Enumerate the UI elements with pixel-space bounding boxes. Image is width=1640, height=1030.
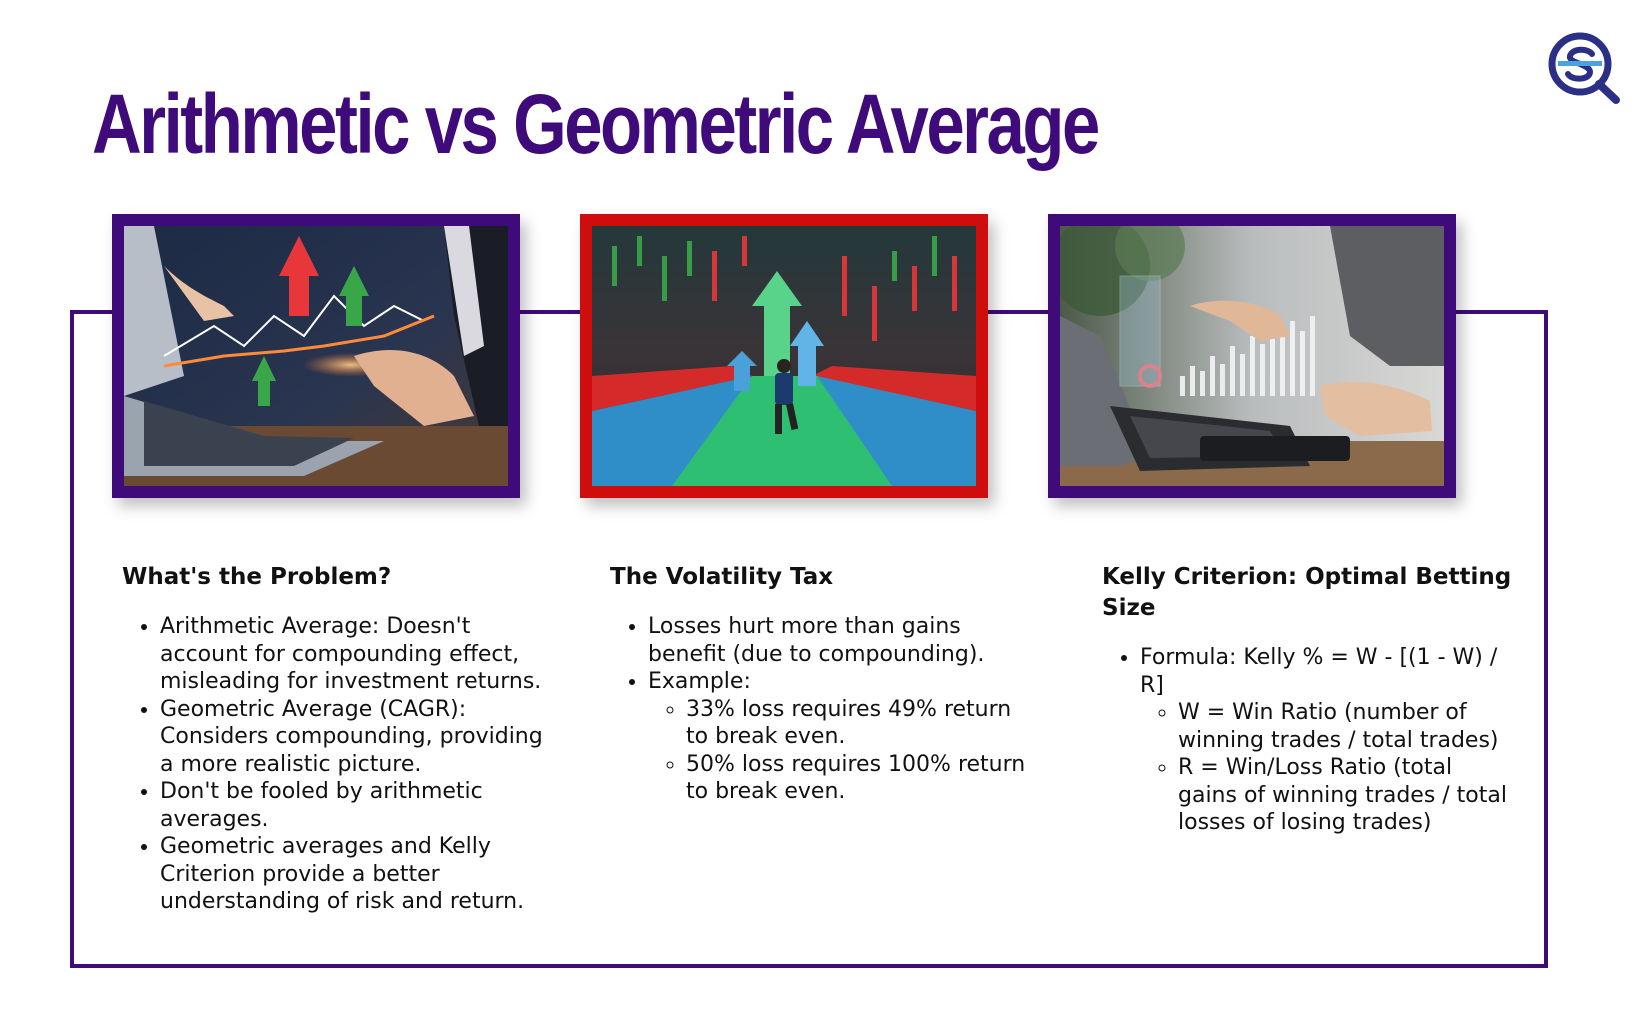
sq-magnifier-logo-icon xyxy=(1548,32,1620,104)
column-volatility-tax: The Volatility Tax Losses hurt more than… xyxy=(610,562,1030,806)
list-item: Geometric averages and Kelly Criterion p… xyxy=(160,833,552,916)
list-item-label: Example: xyxy=(648,669,751,694)
column-kelly-criterion: Kelly Criterion: Optimal Betting Size Fo… xyxy=(1102,562,1512,837)
column-heading: The Volatility Tax xyxy=(610,564,834,590)
column-heading: Kelly Criterion: Optimal Betting Size xyxy=(1102,564,1512,621)
column-problem: What's the Problem? Arithmetic Average: … xyxy=(122,562,552,916)
list-item: Don't be fooled by arithmetic averages. xyxy=(160,778,552,833)
bullet-list: Losses hurt more than gains benefit (due… xyxy=(610,613,1030,806)
sub-list-item: R = Win/Loss Ratio (total gains of winni… xyxy=(1178,754,1512,837)
runner-arrows-market-photo xyxy=(580,214,988,498)
bullet-list: Formula: Kelly % = W - [(1 - W) / R] W =… xyxy=(1102,644,1512,837)
sub-list-item: 33% loss requires 49% return to break ev… xyxy=(686,696,1030,751)
hand-pointing-hologram-chart-photo xyxy=(1048,214,1456,498)
list-item: Losses hurt more than gains benefit (due… xyxy=(648,613,1030,668)
list-item: Formula: Kelly % = W - [(1 - W) / R] W =… xyxy=(1140,644,1512,837)
sub-bullet-list: 33% loss requires 49% return to break ev… xyxy=(648,696,1030,806)
list-item: Geometric Average (CAGR): Considers comp… xyxy=(160,696,552,779)
list-item: Arithmetic Average: Doesn't account for … xyxy=(160,613,552,696)
column-heading: What's the Problem? xyxy=(122,564,392,590)
sub-list-item: W = Win Ratio (number of winning trades … xyxy=(1178,699,1512,754)
list-item-label: Formula: Kelly % = W - [(1 - W) / R] xyxy=(1140,645,1498,698)
list-item: Example: 33% loss requires 49% return to… xyxy=(648,668,1030,806)
sub-list-item: 50% loss requires 100% return to break e… xyxy=(686,751,1030,806)
sub-bullet-list: W = Win Ratio (number of winning trades … xyxy=(1140,699,1512,837)
page-title: Arithmetic vs Geometric Average xyxy=(92,77,1100,171)
bullet-list: Arithmetic Average: Doesn't account for … xyxy=(122,613,552,916)
laptop-hands-chart-photo xyxy=(112,214,520,498)
